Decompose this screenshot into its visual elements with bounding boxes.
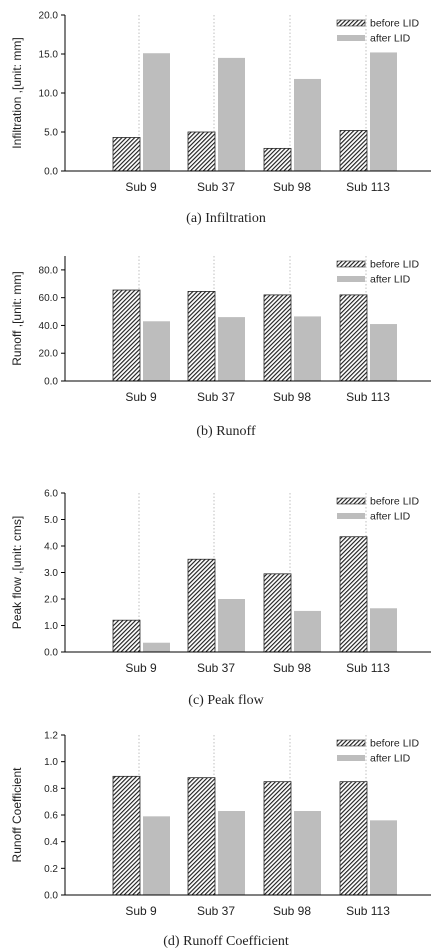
chart-2-category-label: Sub 113 — [346, 390, 390, 404]
chart-4-bar-before-2 — [187, 777, 216, 896]
chart-3-legend-label-before: before LID — [370, 496, 419, 508]
chart-2-y-axis-label: Runoff ,[unit: mm] — [10, 271, 24, 365]
chart-4-category-label: Sub 37 — [197, 904, 235, 918]
chart-3-y-tick-label: 3.0 — [44, 568, 58, 579]
chart-1-legend-swatch-after — [337, 35, 365, 41]
chart-2-legend-swatch-after — [337, 276, 365, 282]
chart-3-caption: (c) Peak flow — [188, 693, 264, 708]
chart-1-bar-before-2 — [187, 131, 216, 172]
chart-2-bar-before-2 — [187, 291, 216, 382]
chart-1-y-axis-label: Infiltration ,[unit: mm] — [10, 37, 24, 148]
chart-4-legend-label-before: before LID — [370, 738, 419, 750]
chart-2-bar-before-1 — [112, 289, 141, 382]
chart-2-category-label: Sub 9 — [125, 390, 157, 404]
chart-1-bar-after-4 — [370, 52, 397, 171]
chart-1-y-tick-label: 5.0 — [44, 128, 58, 139]
chart-4-category-label: Sub 9 — [125, 904, 157, 918]
chart-4-bar-before-3 — [263, 781, 292, 896]
chart-2-bar-after-2 — [218, 317, 245, 381]
chart-2-bar-after-1 — [143, 321, 170, 381]
chart-3-y-tick-label: 0.0 — [44, 648, 58, 659]
chart-4-category-label: Sub 98 — [273, 904, 311, 918]
chart-1-bar-after-2 — [218, 57, 245, 171]
chart-4-category-label: Sub 113 — [346, 904, 390, 918]
chart-3-bar-before-4 — [339, 536, 368, 653]
chart-1-bar-before-1 — [112, 137, 141, 172]
chart-3-bar-after-4 — [370, 608, 397, 652]
chart-3-bar-after-1 — [143, 642, 170, 652]
chart-4-y-axis-label: Runoff Coefficient — [10, 767, 24, 863]
chart-3-y-axis-label: Peak flow ,[unit: cms] — [10, 516, 24, 629]
chart-1-bar-before-3 — [263, 147, 292, 172]
chart-4-y-tick-label: 0.6 — [44, 811, 58, 822]
chart-4-caption: (d) Runoff Coefficient — [163, 934, 289, 949]
chart-4-legend-label-after: after LID — [370, 753, 411, 765]
chart-3-y-tick-label: 6.0 — [44, 489, 58, 500]
chart-1-legend-swatch-before — [336, 19, 366, 27]
chart-2-bar-before-4 — [339, 294, 368, 382]
chart-2-category-label: Sub 37 — [197, 390, 235, 404]
chart-3-y-tick-label: 5.0 — [44, 515, 58, 526]
chart-1-y-tick-label: 10.0 — [39, 89, 59, 100]
chart-1-y-tick-label: 20.0 — [39, 11, 59, 22]
chart-2-legend-label-after: after LID — [370, 274, 411, 286]
chart-3-bar-after-2 — [218, 599, 245, 652]
chart-4-y-tick-label: 0.0 — [44, 891, 58, 902]
chart-1-bar-after-1 — [143, 53, 170, 171]
chart-3-category-label: Sub 98 — [273, 661, 311, 675]
chart-3-bar-after-3 — [294, 610, 321, 652]
chart-3-y-tick-label: 1.0 — [44, 621, 58, 632]
chart-2-legend-label-before: before LID — [370, 259, 419, 271]
chart-1-legend-label-after: after LID — [370, 33, 411, 45]
chart-3-bar-before-2 — [187, 558, 216, 653]
chart-4-bar-after-2 — [218, 811, 245, 895]
chart-1-y-tick-label: 15.0 — [39, 50, 59, 61]
chart-4-legend-swatch-after — [337, 755, 365, 761]
chart-2-legend-swatch-before — [336, 260, 366, 268]
chart-2-bar-after-3 — [294, 316, 321, 381]
chart-2-y-tick-label: 0.0 — [44, 377, 58, 388]
chart-4-bar-after-4 — [370, 820, 397, 895]
chart-1-bar-after-3 — [294, 78, 321, 171]
chart-2-y-tick-label: 20.0 — [39, 349, 59, 360]
chart-4-bar-before-4 — [339, 781, 368, 896]
chart-1-category-label: Sub 98 — [273, 180, 311, 194]
chart-1-bar-before-4 — [339, 130, 368, 172]
chart-2-y-tick-label: 40.0 — [39, 321, 59, 332]
chart-2-category-label: Sub 98 — [273, 390, 311, 404]
chart-1-category-label: Sub 37 — [197, 180, 235, 194]
chart-4-y-tick-label: 1.2 — [44, 731, 58, 742]
chart-4-y-tick-label: 0.4 — [44, 837, 58, 848]
chart-4-y-tick-label: 0.8 — [44, 784, 58, 795]
chart-1-category-label: Sub 9 — [125, 180, 157, 194]
chart-3-legend-label-after: after LID — [370, 511, 411, 523]
chart-2-y-tick-label: 80.0 — [39, 265, 59, 276]
chart-1-category-label: Sub 113 — [346, 180, 390, 194]
chart-3-legend-swatch-before — [336, 497, 366, 505]
chart-2-bar-before-3 — [263, 294, 292, 382]
chart-1-caption: (a) Infiltration — [186, 211, 266, 226]
chart-3-category-label: Sub 113 — [346, 661, 390, 675]
chart-3-legend-swatch-after — [337, 513, 365, 519]
chart-4-y-tick-label: 0.2 — [44, 864, 58, 875]
chart-4-y-tick-label: 1.0 — [44, 757, 58, 768]
chart-3-bar-before-3 — [263, 573, 292, 653]
chart-4-bar-after-1 — [143, 816, 170, 895]
chart-3-y-tick-label: 2.0 — [44, 595, 58, 606]
chart-2-y-tick-label: 60.0 — [39, 293, 59, 304]
chart-3-category-label: Sub 37 — [197, 661, 235, 675]
chart-4-bar-after-3 — [294, 811, 321, 895]
chart-3-bar-before-1 — [112, 619, 141, 653]
chart-2-caption: (b) Runoff — [196, 424, 256, 439]
chart-2-bar-after-4 — [370, 324, 397, 381]
chart-1-legend-label-before: before LID — [370, 18, 419, 30]
chart-1-y-tick-label: 0.0 — [44, 167, 58, 178]
chart-4-bar-before-1 — [112, 775, 141, 896]
chart-3-category-label: Sub 9 — [125, 661, 157, 675]
chart-3-y-tick-label: 4.0 — [44, 542, 58, 553]
chart-4-legend-swatch-before — [336, 739, 366, 747]
